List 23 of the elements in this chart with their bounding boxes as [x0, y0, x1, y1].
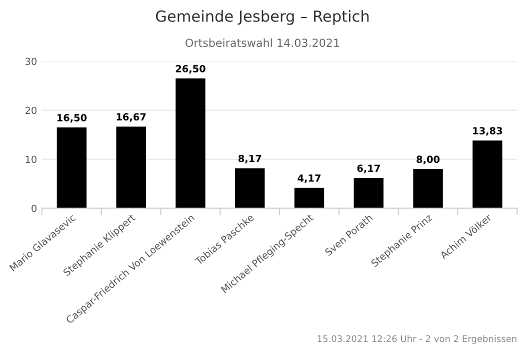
chart-title: Gemeinde Jesberg – Reptich: [156, 10, 369, 25]
data-label: 8,00: [416, 156, 440, 164]
data-label: 16,50: [57, 114, 87, 123]
bar: [354, 178, 384, 208]
text: 15.03.2021 12:26 Uhr - 2 von 2 Ergebnissen: [318, 335, 516, 344]
y-tick-label: 20: [25, 106, 36, 114]
bar: [116, 126, 146, 208]
data-label: 6,17: [357, 164, 380, 174]
bar: [235, 168, 265, 208]
data-label: 13,83: [473, 127, 502, 136]
bar: [56, 127, 87, 208]
data-label: 4,17: [298, 174, 320, 184]
bar: [413, 169, 443, 208]
data-label: 8,17: [238, 154, 262, 164]
chart-subtitle: Ortsbeiratswahl 14.03.2021: [186, 38, 340, 47]
y-tick-label: 30: [26, 58, 36, 66]
y-tick-label: 0: [32, 204, 36, 212]
data-label: 26,50: [176, 64, 206, 74]
bar: [294, 188, 324, 208]
bar: [472, 140, 502, 208]
bar: [176, 78, 206, 208]
data-label: 16,67: [116, 113, 146, 122]
y-tick-label: 10: [26, 156, 36, 164]
